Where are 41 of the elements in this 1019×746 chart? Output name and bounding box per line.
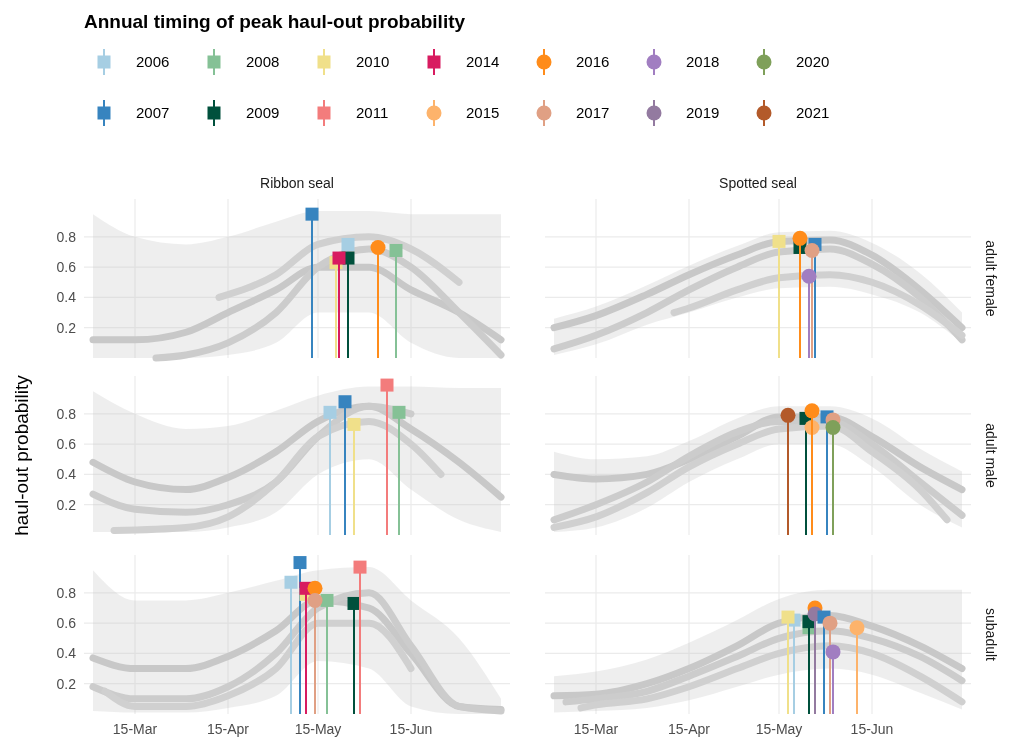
y-tick-label: 0.2 bbox=[56, 675, 77, 692]
legend-label: 2007 bbox=[136, 104, 170, 122]
y-tick-label: 0.6 bbox=[56, 259, 77, 276]
legend-label: 2019 bbox=[686, 104, 720, 122]
y-tick-label: 0.4 bbox=[56, 466, 77, 483]
y-tick-label: 0.4 bbox=[56, 289, 77, 306]
y-tick-label: 0.2 bbox=[56, 496, 77, 513]
y-tick-label: 0.4 bbox=[56, 645, 77, 662]
legend-label: 2018 bbox=[686, 53, 720, 71]
x-tick-label: 15-Mar bbox=[112, 721, 158, 737]
text: subadult bbox=[983, 608, 1000, 662]
legend-label: 2010 bbox=[356, 53, 390, 71]
x-tick-label: 15-May bbox=[755, 721, 803, 737]
y-tick-label: 0.6 bbox=[56, 615, 77, 632]
legend-label: 2006 bbox=[136, 53, 170, 71]
y-tick-label: 0.8 bbox=[56, 584, 77, 601]
x-tick-label: 15-Jun bbox=[389, 721, 433, 737]
y-axis-title: haul-out probability bbox=[11, 374, 32, 536]
text: adult male bbox=[983, 423, 1000, 489]
y-tick-label: 0.8 bbox=[56, 405, 77, 422]
legend-label: 2011 bbox=[356, 104, 389, 122]
text: adult female bbox=[983, 240, 1000, 317]
legend-label: 2008 bbox=[246, 53, 280, 71]
x-tick-label: 15-Jun bbox=[850, 721, 894, 737]
legend-label: 2014 bbox=[466, 53, 500, 71]
y-tick-label: 0.6 bbox=[56, 436, 77, 453]
chart-title: Ribbon seal bbox=[260, 175, 334, 191]
x-tick-label: 15-Apr bbox=[667, 721, 711, 737]
legend-label: 2015 bbox=[466, 104, 500, 122]
x-tick-label: 15-Mar bbox=[573, 721, 619, 737]
legend-label: 2016 bbox=[576, 53, 610, 71]
y-tick-label: 0.8 bbox=[56, 228, 77, 245]
legend-label: 2009 bbox=[246, 104, 280, 122]
legend-label: 2020 bbox=[796, 53, 830, 71]
x-tick-label: 15-May bbox=[294, 721, 342, 737]
chart-title: Spotted seal bbox=[719, 175, 797, 191]
y-tick-label: 0.2 bbox=[56, 319, 77, 336]
legend-title: Annual timing of peak haul-out probability bbox=[84, 11, 466, 32]
legend-label: 2017 bbox=[576, 104, 610, 122]
legend-label: 2021 bbox=[796, 104, 830, 122]
x-tick-label: 15-Apr bbox=[206, 721, 250, 737]
